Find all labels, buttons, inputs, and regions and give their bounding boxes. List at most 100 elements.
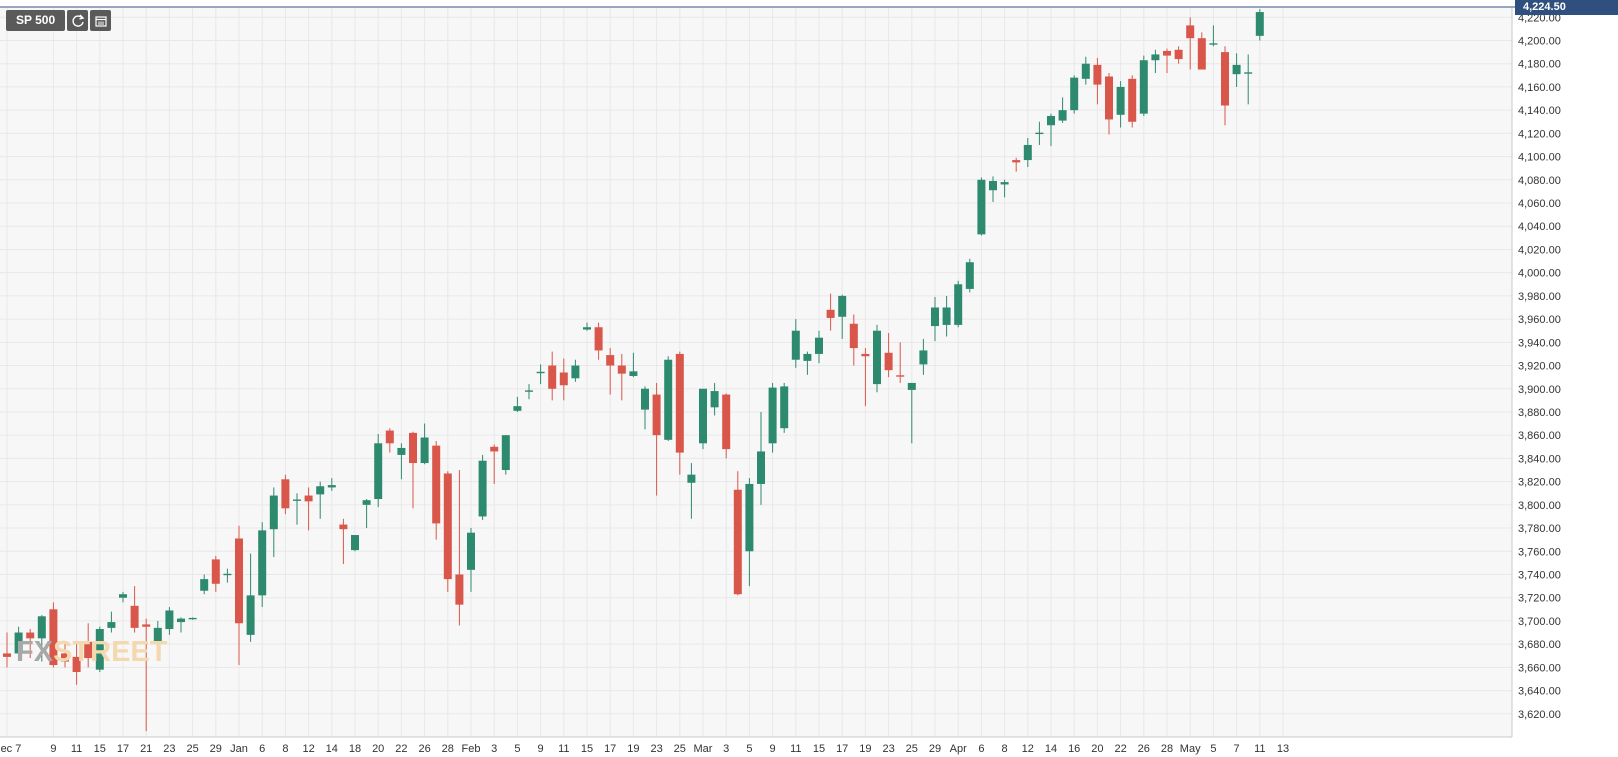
- candle-body: [235, 538, 243, 624]
- symbol-label[interactable]: SP 500: [6, 10, 66, 31]
- candle-body: [606, 355, 615, 366]
- candle-body: [699, 388, 707, 444]
- candle-body: [1093, 64, 1102, 85]
- x-tick-label: 26: [418, 743, 430, 755]
- candle-body: [14, 632, 23, 654]
- candle-body: [107, 622, 116, 628]
- candle-body: [652, 394, 661, 436]
- candle-body: [304, 495, 313, 502]
- candle-body: [432, 445, 441, 524]
- y-tick-label: 3,880.00: [1518, 407, 1561, 419]
- y-tick-label: 3,760.00: [1518, 546, 1561, 558]
- candle-body: [443, 473, 452, 580]
- y-tick-label: 3,720.00: [1518, 593, 1561, 605]
- candle-body: [327, 485, 336, 488]
- x-tick-label: 5: [1210, 743, 1216, 755]
- candle-body: [583, 327, 591, 330]
- x-tick-label: 11: [558, 743, 569, 755]
- y-tick-label: 3,960.00: [1518, 314, 1561, 326]
- x-tick-label: 9: [538, 743, 544, 755]
- x-tick-label: 16: [1068, 743, 1080, 755]
- x-tick-label: 29: [210, 743, 222, 755]
- y-tick-label: 4,180.00: [1518, 59, 1561, 71]
- candle-body: [1012, 160, 1021, 163]
- x-tick-label: 6: [978, 743, 984, 755]
- refresh-button[interactable]: [67, 10, 89, 31]
- candle-body: [1186, 25, 1195, 39]
- x-tick-label: 15: [581, 743, 593, 755]
- candle-body: [1128, 78, 1137, 122]
- x-tick-label: 11: [790, 743, 801, 755]
- x-tick-label: 21: [140, 743, 152, 755]
- y-tick-label: 4,200.00: [1518, 36, 1561, 48]
- x-tick-label: Feb: [462, 743, 481, 755]
- calendar-button[interactable]: [90, 10, 112, 31]
- x-tick-label: 14: [1045, 743, 1057, 755]
- logo-street-text: STREET: [53, 636, 168, 668]
- candle-body: [664, 359, 673, 440]
- candle-body: [675, 353, 684, 453]
- y-tick-label: 3,640.00: [1518, 686, 1561, 698]
- candle-body: [989, 180, 997, 191]
- y-tick-label: 3,700.00: [1518, 616, 1561, 628]
- y-tick-label: 3,820.00: [1518, 477, 1561, 489]
- x-tick-label: 3: [723, 743, 729, 755]
- candle-body: [745, 483, 754, 552]
- y-tick-label: 3,980.00: [1518, 291, 1561, 303]
- candle-body: [211, 559, 220, 584]
- candle-body: [1197, 38, 1206, 70]
- candle-body: [246, 595, 255, 635]
- candle-body: [954, 284, 963, 325]
- candle-body: [1058, 110, 1067, 121]
- candle-body: [629, 371, 638, 376]
- candle-body: [420, 437, 429, 464]
- candle-body: [1000, 182, 1009, 185]
- candle-body: [722, 394, 731, 450]
- candle-body: [95, 629, 104, 670]
- calendar-icon: [95, 15, 107, 27]
- candle-body: [72, 656, 81, 672]
- y-tick-label: 4,220.00: [1518, 12, 1561, 24]
- candle-body: [687, 474, 696, 483]
- candle-body: [1081, 63, 1090, 79]
- candle-body: [61, 653, 69, 662]
- candle-body: [907, 382, 916, 390]
- candle-body: [873, 330, 881, 385]
- candle-body: [1151, 54, 1160, 61]
- x-tick-label: 26: [1138, 743, 1150, 755]
- y-tick-label: 4,040.00: [1518, 221, 1561, 233]
- candle-body: [501, 435, 510, 471]
- refresh-icon: [72, 14, 84, 27]
- candle-body: [803, 353, 812, 361]
- x-tick-label: 9: [50, 743, 56, 755]
- candle-body: [339, 524, 348, 530]
- candle-body: [351, 535, 359, 551]
- x-tick-label: 8: [282, 743, 288, 755]
- y-tick-label: 4,160.00: [1518, 82, 1561, 94]
- candle-body: [1047, 115, 1055, 126]
- x-tick-label: 13: [1277, 743, 1289, 755]
- x-tick-label: 29: [929, 743, 941, 755]
- x-tick-label: 5: [746, 743, 752, 755]
- candle-body: [548, 365, 557, 389]
- y-tick-label: 4,080.00: [1518, 175, 1561, 187]
- chart-toolbar: SP 500: [6, 10, 112, 31]
- x-tick-label: Dec 7: [0, 743, 21, 755]
- x-tick-label: 28: [1161, 743, 1173, 755]
- x-tick-label: 12: [302, 743, 314, 755]
- x-tick-label: 9: [770, 743, 776, 755]
- logo-fx-text: FX: [16, 636, 54, 668]
- x-tick-label: 17: [604, 743, 616, 755]
- x-tick-label: Apr: [950, 743, 967, 755]
- candle-body: [374, 443, 383, 500]
- candle-body: [1070, 77, 1079, 111]
- x-tick-label: Mar: [694, 743, 713, 755]
- x-tick-label: 5: [514, 743, 520, 755]
- candle-body: [49, 609, 58, 666]
- candle-body: [733, 489, 742, 595]
- candle-body: [815, 337, 823, 354]
- x-tick-label: 22: [1114, 743, 1126, 755]
- candle-body: [490, 446, 499, 452]
